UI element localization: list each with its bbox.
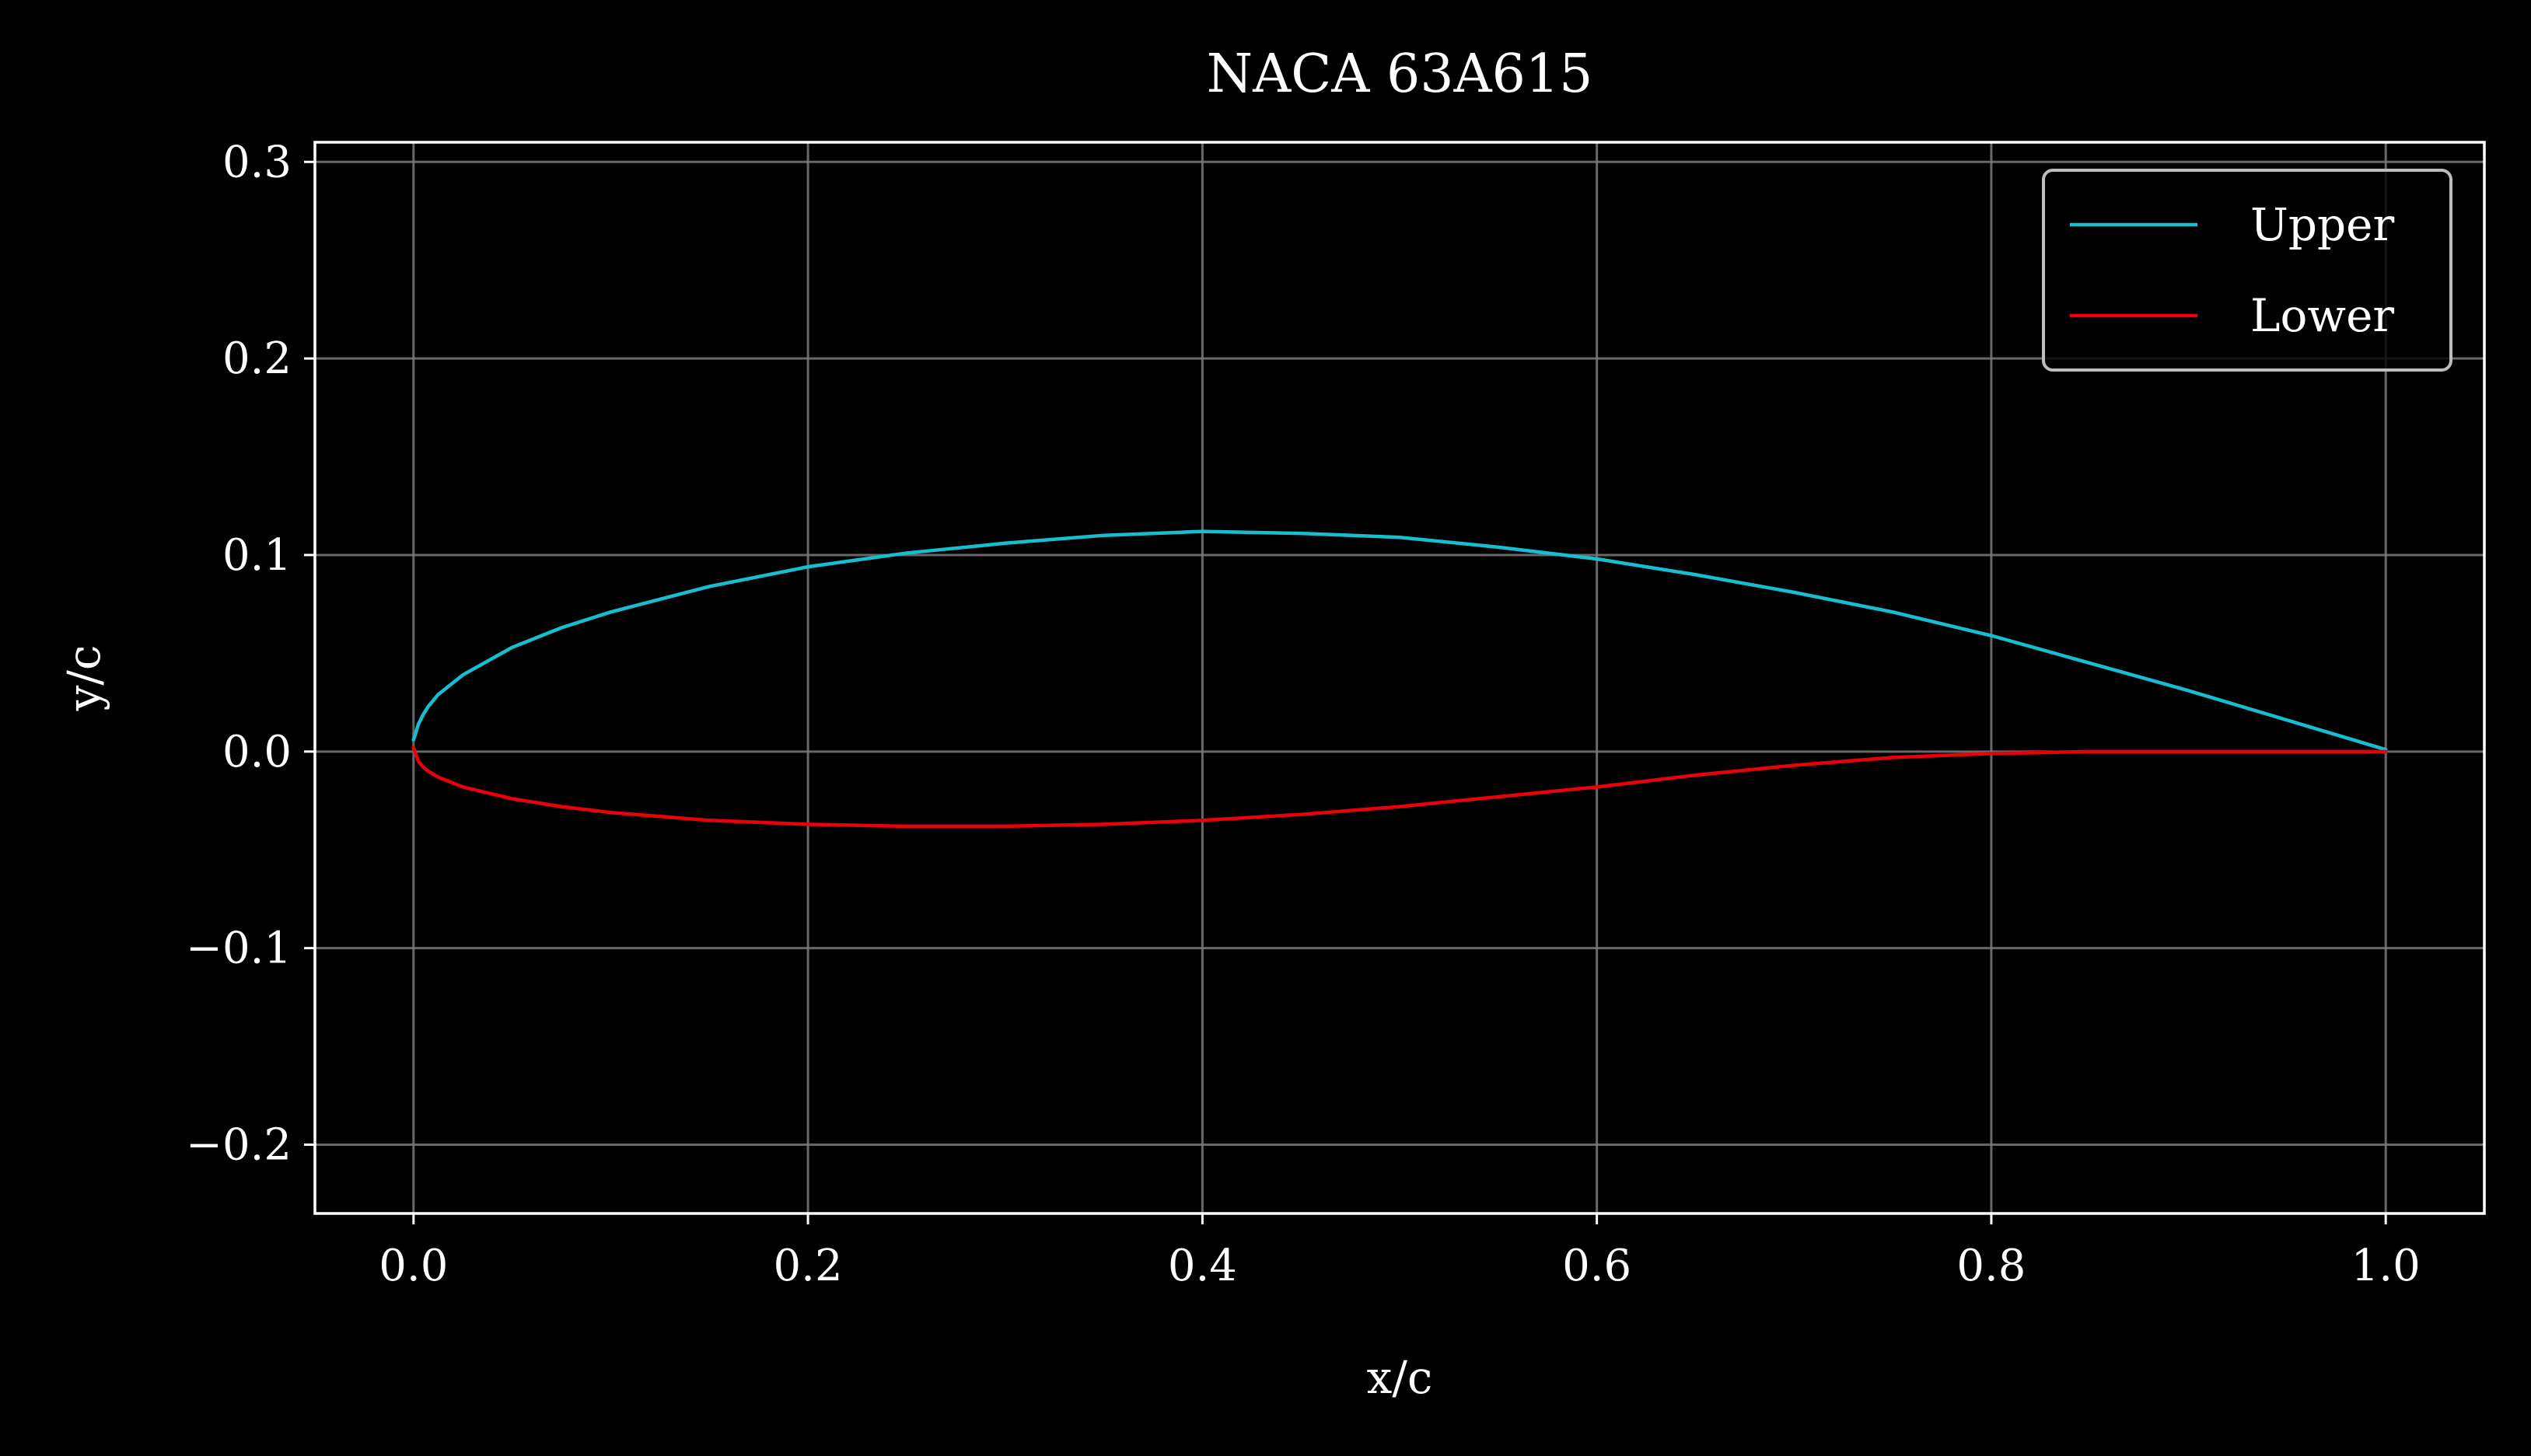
- legend-label-upper: Upper: [2250, 198, 2394, 251]
- y-axis-label: y/c: [58, 645, 110, 712]
- x-axis-label: x/c: [1367, 1351, 1433, 1404]
- legend: Upper Lower: [2042, 169, 2452, 372]
- y-tick-label: −0.2: [186, 1120, 292, 1171]
- y-tick-label: −0.1: [186, 924, 292, 974]
- axes-frame: [313, 141, 2486, 1215]
- y-tick-label: 0.1: [222, 530, 292, 581]
- series-lines: [411, 529, 2388, 829]
- series-line-lower: [411, 745, 2388, 829]
- axis-ticks: 0.0 0.2 0.4 0.6 0.8 1.0 0.3 0.2 0.1 0.0 −0.1 −0.2: [186, 137, 2421, 1291]
- x-tick-label: 0.8: [1956, 1241, 2026, 1291]
- legend-label-lower: Lower: [2250, 289, 2394, 342]
- x-tick-label: 0.6: [1562, 1241, 1631, 1291]
- legend-box: [2042, 169, 2452, 372]
- y-tick-label: 0.0: [222, 727, 292, 777]
- series-line-upper: [411, 529, 2388, 752]
- chart-title: NACA 63A615: [1207, 44, 1593, 105]
- x-tick-label: 0.2: [774, 1241, 843, 1291]
- y-tick-label: 0.3: [222, 137, 292, 187]
- x-tick-label: 0.4: [1168, 1241, 1237, 1291]
- y-tick-label: 0.2: [222, 333, 292, 384]
- x-tick-label: 0.0: [379, 1241, 448, 1291]
- x-tick-label: 1.0: [2351, 1241, 2421, 1291]
